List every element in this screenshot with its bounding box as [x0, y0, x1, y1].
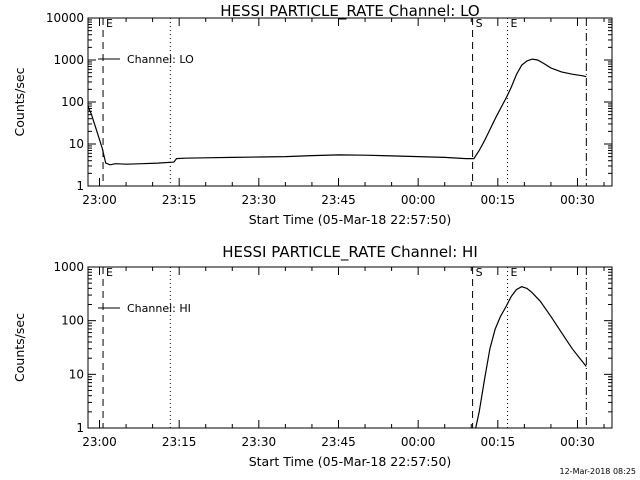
x-tick-label-hi: 00:30 [560, 435, 595, 449]
event-marker-label-lo: E [511, 17, 518, 30]
x-tick-label-hi: 00:00 [401, 435, 436, 449]
y-tick-label-lo: 1000 [53, 53, 84, 67]
y-tick-label-lo: 10000 [46, 11, 84, 25]
series-line-hi [475, 286, 587, 429]
x-axis-label-hi: Start Time (05-Mar-18 22:57:50) [249, 454, 452, 469]
chart-marks-hi: 1 10 100 1000 23:00 23:15 23:30 23:45 00:00 00:15… [53, 260, 612, 449]
chart-title-lo: HESSI PARTICLE_RATE Channel: LO [220, 2, 479, 21]
x-tick-label-hi: 23:30 [242, 435, 277, 449]
plot-frame-hi [87, 266, 613, 429]
event-marker-label-lo: E [106, 17, 113, 30]
x-tick-label-hi: 23:45 [321, 435, 356, 449]
series-line-lo [87, 58, 587, 166]
chart-marks-lo: 1 10 100 1000 10000 23:00 23:15 23:30 23:45 00:00… [46, 11, 612, 207]
event-marker-label-hi: E [106, 266, 113, 279]
x-tick-label-lo: 23:15 [162, 193, 197, 207]
y-tick-label-hi: 100 [61, 314, 84, 328]
y-tick-label-hi: 1000 [53, 260, 84, 274]
y-axis-label-lo: Counts/sec [12, 67, 27, 136]
x-tick-label-lo: 00:30 [560, 193, 595, 207]
y-tick-label-hi: 1 [76, 421, 84, 435]
y-tick-label-lo: 1 [76, 179, 84, 193]
y-tick-label-hi: 10 [69, 367, 84, 381]
x-tick-label-lo: 00:15 [481, 193, 516, 207]
chart-title-hi: HESSI PARTICLE_RATE Channel: HI [222, 243, 478, 262]
x-tick-label-lo: 00:00 [401, 193, 436, 207]
y-tick-label-lo: 100 [61, 95, 84, 109]
panel-lo-channel: HESSI PARTICLE_RATE Channel: LO Start Ti… [12, 2, 613, 227]
x-tick-label-hi: 23:15 [162, 435, 197, 449]
x-tick-label-lo: 23:00 [82, 193, 117, 207]
x-tick-label-lo: 23:30 [242, 193, 277, 207]
x-tick-label-hi: 00:15 [481, 435, 516, 449]
y-axis-label-hi: Counts/sec [12, 313, 27, 382]
x-tick-label-hi: 23:00 [82, 435, 117, 449]
legend-label-lo: Channel: LO [127, 53, 194, 66]
event-marker-label-hi: E [511, 266, 518, 279]
generation-timestamp: 12-Mar-2018 08:25 [560, 467, 637, 476]
legend-label-hi: Channel: HI [127, 302, 191, 315]
event-marker-label-lo: S [476, 17, 483, 30]
x-axis-label-lo: Start Time (05-Mar-18 22:57:50) [249, 212, 452, 227]
event-marker-label-hi: S [476, 266, 483, 279]
x-tick-label-lo: 23:45 [321, 193, 356, 207]
y-tick-label-lo: 10 [69, 137, 84, 151]
panel-hi-channel: HESSI PARTICLE_RATE Channel: HI Start Ti… [12, 243, 613, 469]
